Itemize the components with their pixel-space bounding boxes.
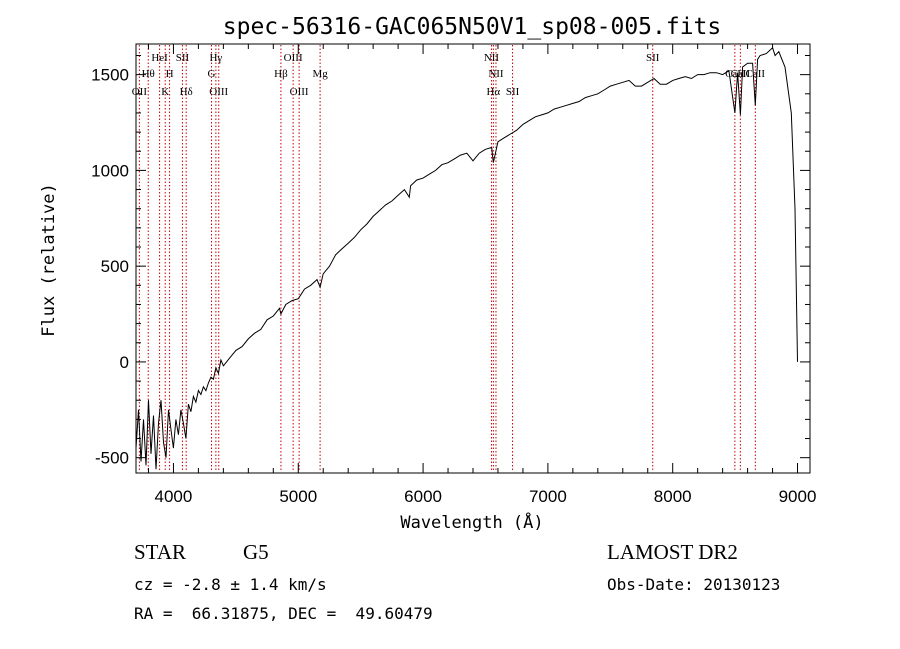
spectral-line-label: Hθ <box>142 68 155 80</box>
chart-title: spec-56316-GAC065N50V1_sp08-005.fits <box>223 14 722 40</box>
y-axis-label: Flux (relative) <box>39 183 59 337</box>
spectral-line-label: HeI <box>151 52 168 64</box>
y-tick-label: 0 <box>120 353 129 372</box>
x-tick-label: 5000 <box>279 487 317 506</box>
redshift-velocity: cz = -2.8 ± 1.4 km/s <box>134 575 327 594</box>
x-axis-label: Wavelength (Å) <box>400 511 543 533</box>
plot-frame <box>135 43 811 474</box>
sky-coordinates: RA = 66.31875, DEC = 49.60479 <box>134 604 433 623</box>
survey-name: LAMOST DR2 <box>607 540 738 564</box>
y-tick-label: 500 <box>101 257 129 276</box>
spectral-line-label: SII <box>506 86 520 98</box>
y-tick-label: 1000 <box>91 161 129 180</box>
x-tick-label: 9000 <box>779 487 817 506</box>
spectral-line-label: H <box>166 68 174 80</box>
spectral-line-label: CaII <box>731 68 751 80</box>
spectral-line-label: K <box>161 86 169 98</box>
observation-date: Obs-Date: 20130123 <box>607 575 781 594</box>
spectral-line-markers <box>138 45 756 472</box>
spectral-line-label: OIII <box>290 86 309 98</box>
y-tick-label: -500 <box>95 449 129 468</box>
object-class: STAR <box>134 540 186 564</box>
spectral-line-label: Hα <box>486 86 500 98</box>
spectral-line-label: Hδ <box>180 86 193 98</box>
spectral-line-label: OII <box>132 86 148 98</box>
spectral-line-label: CaII <box>746 68 766 80</box>
x-tick-label: 7000 <box>529 487 567 506</box>
object-subclass: G5 <box>243 540 269 564</box>
y-tick-label: 1500 <box>91 66 129 85</box>
spectral-line-labels: OIIHθHeIKHSIIHδHγGOIIIHβOIIIOIIIMgNIINII… <box>132 52 766 98</box>
spectral-line-label: SII <box>646 52 660 64</box>
spectral-line-label: OIII <box>209 86 228 98</box>
spectral-line-label: Hβ <box>274 68 288 80</box>
spectrum-series-line <box>135 46 798 470</box>
y-axis-ticks: -500 0 500 1000 1500 <box>91 54 810 468</box>
x-tick-label: 6000 <box>404 487 442 506</box>
x-tick-label: 8000 <box>654 487 692 506</box>
spectral-line-label: G <box>208 68 216 80</box>
spectral-line-label: Mg <box>312 68 328 80</box>
x-tick-label: 4000 <box>155 487 193 506</box>
spectral-line-label: Hγ <box>209 52 222 64</box>
spectral-line-label: NII <box>488 68 504 80</box>
spectral-line-label: SII <box>176 52 190 64</box>
spectral-line-label: OIII <box>284 52 303 64</box>
spectral-line-label: NII <box>484 52 500 64</box>
x-axis-ticks: 4000 5000 6000 7000 8000 9000 <box>147 44 817 506</box>
